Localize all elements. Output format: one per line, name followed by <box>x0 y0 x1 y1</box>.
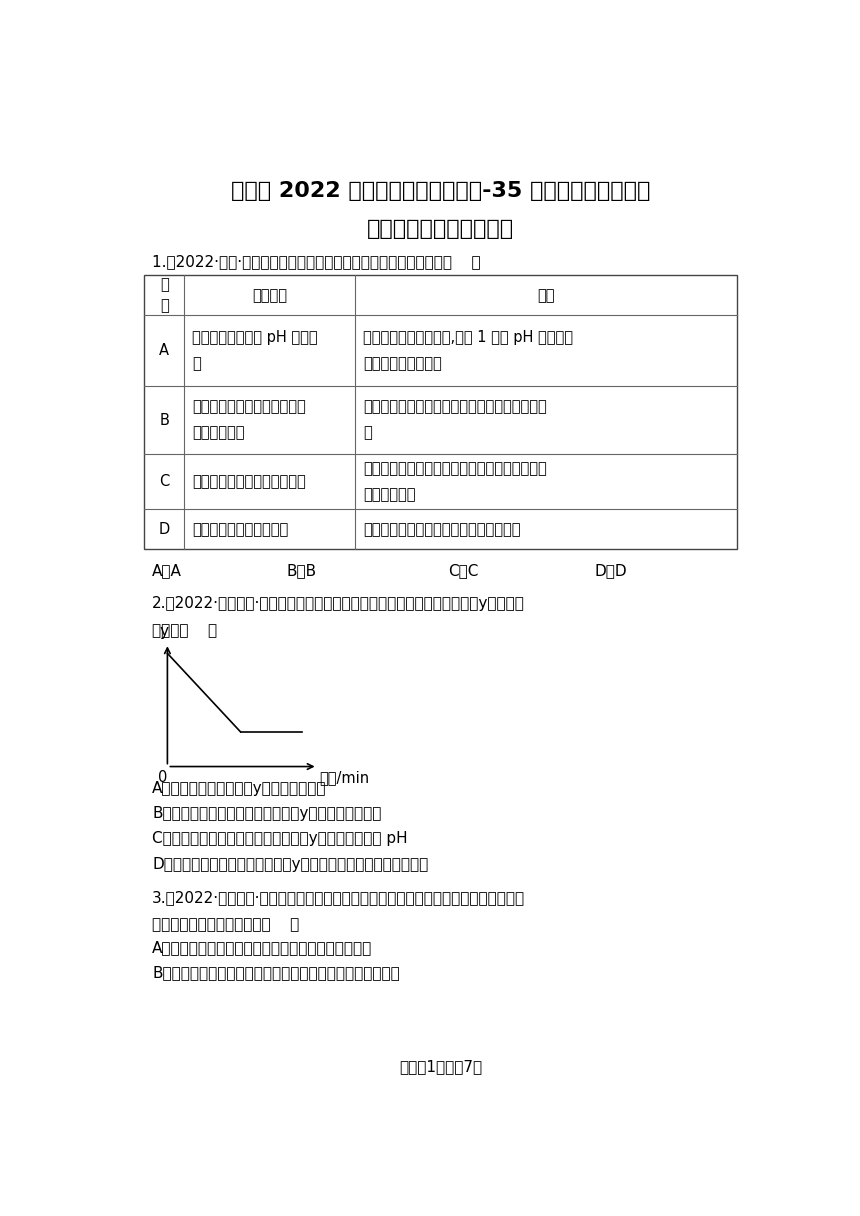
Text: 浙江省 2022 年中考科学模拟题汇编-35 酸与碱的物理性质及: 浙江省 2022 年中考科学模拟题汇编-35 酸与碱的物理性质及 <box>231 181 650 201</box>
Text: A: A <box>159 343 169 359</box>
Text: 比较锌和铝的化学活动性顺序: 比较锌和铝的化学活动性顺序 <box>192 474 306 489</box>
Text: D．D: D．D <box>595 563 628 579</box>
Text: 化的是（    ）: 化的是（ ） <box>152 623 217 637</box>
Text: 用排水法收集氧气时，检验氧
气是否收集满: 用排水法收集氧气时，检验氧 气是否收集满 <box>192 400 306 440</box>
Text: 实验目的: 实验目的 <box>252 288 287 303</box>
Text: y: y <box>160 625 169 640</box>
Text: C: C <box>159 474 169 489</box>
Text: 用途、中和反应及其应用: 用途、中和反应及其应用 <box>367 219 514 240</box>
Text: 试卷第1页，共7页: 试卷第1页，共7页 <box>399 1059 482 1075</box>
Text: B: B <box>159 412 169 428</box>
Text: 取样后滴加稀硫酸溶液，观察是否变浑浊: 取样后滴加稀硫酸溶液，观察是否变浑浊 <box>363 522 520 537</box>
Text: C．稀盐酸中缓缓滴加氢氧化钠溶液：y代表混合溶液的 pH: C．稀盐酸中缓缓滴加氢氧化钠溶液：y代表混合溶液的 pH <box>152 832 408 846</box>
Text: C．C: C．C <box>448 563 479 579</box>
Text: A．锌粒投入稀硫酸中：y代表产生的氢气: A．锌粒投入稀硫酸中：y代表产生的氢气 <box>152 781 327 795</box>
Text: 用吸管吸取碳酸钠溶液,滴加 1 滴在 pH 试纸上，
再与标准比色卡对照: 用吸管吸取碳酸钠溶液,滴加 1 滴在 pH 试纸上， 再与标准比色卡对照 <box>363 331 573 371</box>
Text: 0: 0 <box>158 770 168 784</box>
Text: D: D <box>159 522 170 537</box>
Text: 鉴别氢氧化钠和氢氧化钡: 鉴别氢氧化钠和氢氧化钡 <box>192 522 288 537</box>
Text: 3.（2022·浙江舟山·校联考二模）以科学原理和实验事实进行推理是学习科学的一种重: 3.（2022·浙江舟山·校联考二模）以科学原理和实验事实进行推理是学习科学的一… <box>152 890 525 905</box>
Text: 将两种金属与等质量且同浓度的硫酸反应，观察
是否产生气泡: 将两种金属与等质量且同浓度的硫酸反应，观察 是否产生气泡 <box>363 461 547 502</box>
Bar <box>144 275 737 550</box>
Text: 用带火星的木条伸入集气瓶中，观察木条是否复
燃: 用带火星的木条伸入集气瓶中，观察木条是否复 燃 <box>363 400 547 440</box>
Text: A．A: A．A <box>152 563 181 579</box>
Text: B．B: B．B <box>286 563 316 579</box>
Text: 1.（2022·浙江·一模）下列依据实验目的所进行的操作，正确的是（    ）: 1.（2022·浙江·一模）下列依据实验目的所进行的操作，正确的是（ ） <box>152 254 481 269</box>
Text: 选
项: 选 项 <box>160 277 169 314</box>
Text: D．氯酸钾与二氧化锰混合加热：y代表固体混和物中氧元素的质量: D．氯酸钾与二氧化锰混合加热：y代表固体混和物中氧元素的质量 <box>152 857 428 872</box>
Text: 测定碳酸钠溶液的 pH 值的大
小: 测定碳酸钠溶液的 pH 值的大 小 <box>192 331 317 371</box>
Text: 要方法，下列推理合理的是（    ）: 要方法，下列推理合理的是（ ） <box>152 917 299 931</box>
Text: 2.（2022·浙江金华·统考一模）如图曲线能正确描述下列化学反应过程中，y随时间变: 2.（2022·浙江金华·统考一模）如图曲线能正确描述下列化学反应过程中，y随时… <box>152 596 525 610</box>
Text: A．离子是带电荷的粒子，则带电荷的粒子一定是离子: A．离子是带电荷的粒子，则带电荷的粒子一定是离子 <box>152 940 372 955</box>
Text: 操作: 操作 <box>538 288 555 303</box>
Text: B．溶液具有均一性和稳定性，则均一稳定的液体一定是溶液: B．溶液具有均一性和稳定性，则均一稳定的液体一定是溶液 <box>152 966 400 980</box>
Text: 时间/min: 时间/min <box>319 771 369 786</box>
Text: B．足量的氢气与氧化铜充分反应：y代表氧化铜的质量: B．足量的氢气与氧化铜充分反应：y代表氧化铜的质量 <box>152 806 381 821</box>
